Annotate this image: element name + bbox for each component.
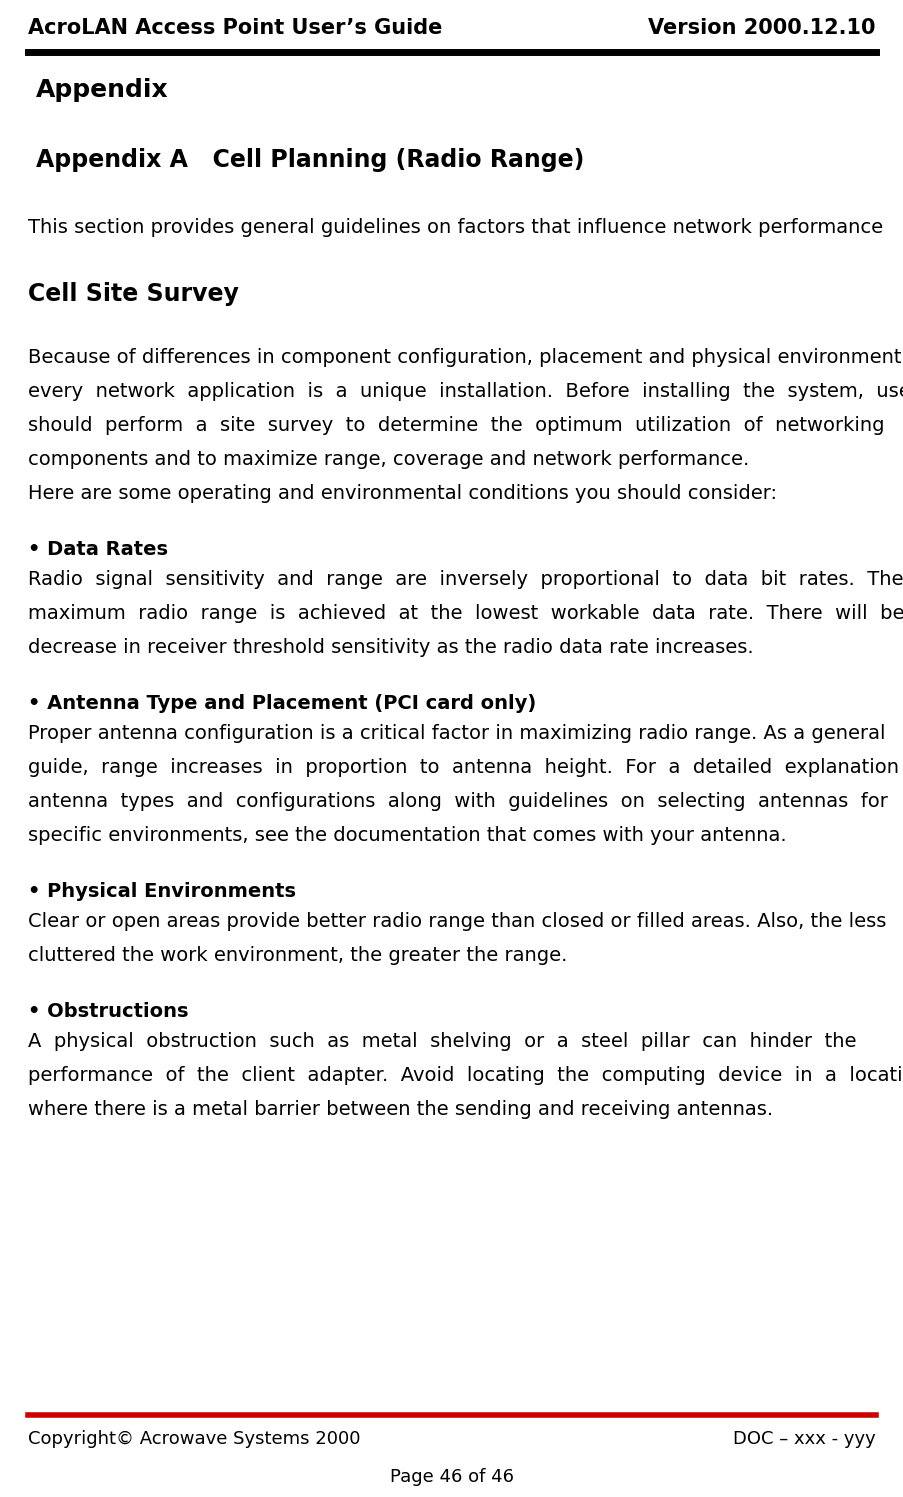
Text: decrease in receiver threshold sensitivity as the radio data rate increases.: decrease in receiver threshold sensitivi… [28, 638, 753, 657]
Text: maximum  radio  range  is  achieved  at  the  lowest  workable  data  rate.  The: maximum radio range is achieved at the l… [28, 603, 903, 623]
Text: Appendix: Appendix [36, 78, 169, 102]
Text: performance  of  the  client  adapter.  Avoid  locating  the  computing  device : performance of the client adapter. Avoid… [28, 1066, 903, 1085]
Text: Appendix A   Cell Planning (Radio Range): Appendix A Cell Planning (Radio Range) [36, 148, 583, 172]
Text: Radio  signal  sensitivity  and  range  are  inversely  proportional  to  data  : Radio signal sensitivity and range are i… [28, 570, 902, 588]
Text: Proper antenna configuration is a critical factor in maximizing radio range. As : Proper antenna configuration is a critic… [28, 725, 885, 743]
Text: • Obstructions: • Obstructions [28, 1001, 189, 1021]
Text: A  physical  obstruction  such  as  metal  shelving  or  a  steel  pillar  can  : A physical obstruction such as metal she… [28, 1031, 855, 1051]
Text: cluttered the work environment, the greater the range.: cluttered the work environment, the grea… [28, 946, 567, 966]
Text: Clear or open areas provide better radio range than closed or filled areas. Also: Clear or open areas provide better radio… [28, 912, 886, 931]
Text: specific environments, see the documentation that comes with your antenna.: specific environments, see the documenta… [28, 826, 786, 844]
Text: Version 2000.12.10: Version 2000.12.10 [647, 18, 875, 37]
Text: should  perform  a  site  survey  to  determine  the  optimum  utilization  of  : should perform a site survey to determin… [28, 416, 883, 436]
Text: where there is a metal barrier between the sending and receiving antennas.: where there is a metal barrier between t… [28, 1100, 772, 1118]
Text: every  network  application  is  a  unique  installation.  Before  installing  t: every network application is a unique in… [28, 382, 903, 401]
Text: • Physical Environments: • Physical Environments [28, 882, 295, 901]
Text: Page 46 of 46: Page 46 of 46 [389, 1469, 514, 1487]
Text: guide,  range  increases  in  proportion  to  antenna  height.  For  a  detailed: guide, range increases in proportion to … [28, 757, 903, 777]
Text: components and to maximize range, coverage and network performance.: components and to maximize range, covera… [28, 451, 749, 469]
Text: Cell Site Survey: Cell Site Survey [28, 281, 238, 305]
Text: • Data Rates: • Data Rates [28, 540, 168, 558]
Text: • Antenna Type and Placement (PCI card only): • Antenna Type and Placement (PCI card o… [28, 695, 535, 713]
Text: DOC – xxx - yyy: DOC – xxx - yyy [732, 1430, 875, 1448]
Text: Here are some operating and environmental conditions you should consider:: Here are some operating and environmenta… [28, 484, 777, 503]
Text: Because of differences in component configuration, placement and physical enviro: Because of differences in component conf… [28, 347, 903, 367]
Text: antenna  types  and  configurations  along  with  guidelines  on  selecting  ant: antenna types and configurations along w… [28, 792, 887, 811]
Text: This section provides general guidelines on factors that influence network perfo: This section provides general guidelines… [28, 219, 882, 237]
Text: AcroLAN Access Point User’s Guide: AcroLAN Access Point User’s Guide [28, 18, 442, 37]
Text: Copyright© Acrowave Systems 2000: Copyright© Acrowave Systems 2000 [28, 1430, 360, 1448]
